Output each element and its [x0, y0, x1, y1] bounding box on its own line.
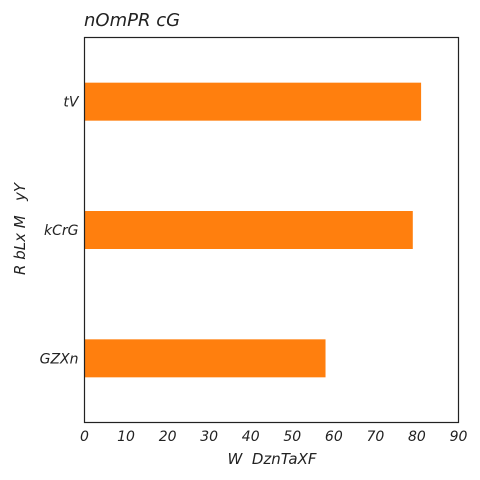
x-tick-label: 80: [408, 429, 426, 445]
plot-frame: [83, 36, 460, 424]
x-tick-label: 10: [117, 429, 135, 445]
bars-layer: [84, 82, 422, 378]
x-tick-label: 30: [200, 429, 218, 445]
x-tick-label: 20: [159, 429, 177, 445]
y-tick-label: kCrG: [44, 223, 79, 239]
bar-kCrG: [84, 211, 413, 249]
x-axis-label: W DznTaXF: [228, 450, 317, 468]
x-tick-label: 50: [283, 429, 301, 445]
y-tick-label: tV: [63, 95, 79, 111]
y-axis-ticks: tV kCrG GZXn: [40, 95, 80, 368]
x-tick-label: 40: [242, 429, 260, 445]
x-tick-label: 90: [450, 429, 468, 445]
x-tick-label: 70: [366, 429, 384, 445]
y-axis-label: R bLx M yY: [11, 181, 29, 275]
x-tick-label: 0: [80, 429, 89, 445]
x-axis-ticks: 0 10 20 30 40 50 60 70 80 90: [80, 429, 467, 445]
x-tick-label: 60: [325, 429, 343, 445]
chart-title: nOmPR cG: [84, 10, 180, 31]
y-tick-label: GZXn: [40, 351, 79, 367]
bar-tV: [84, 82, 422, 121]
bar-GZXn: [84, 339, 326, 378]
